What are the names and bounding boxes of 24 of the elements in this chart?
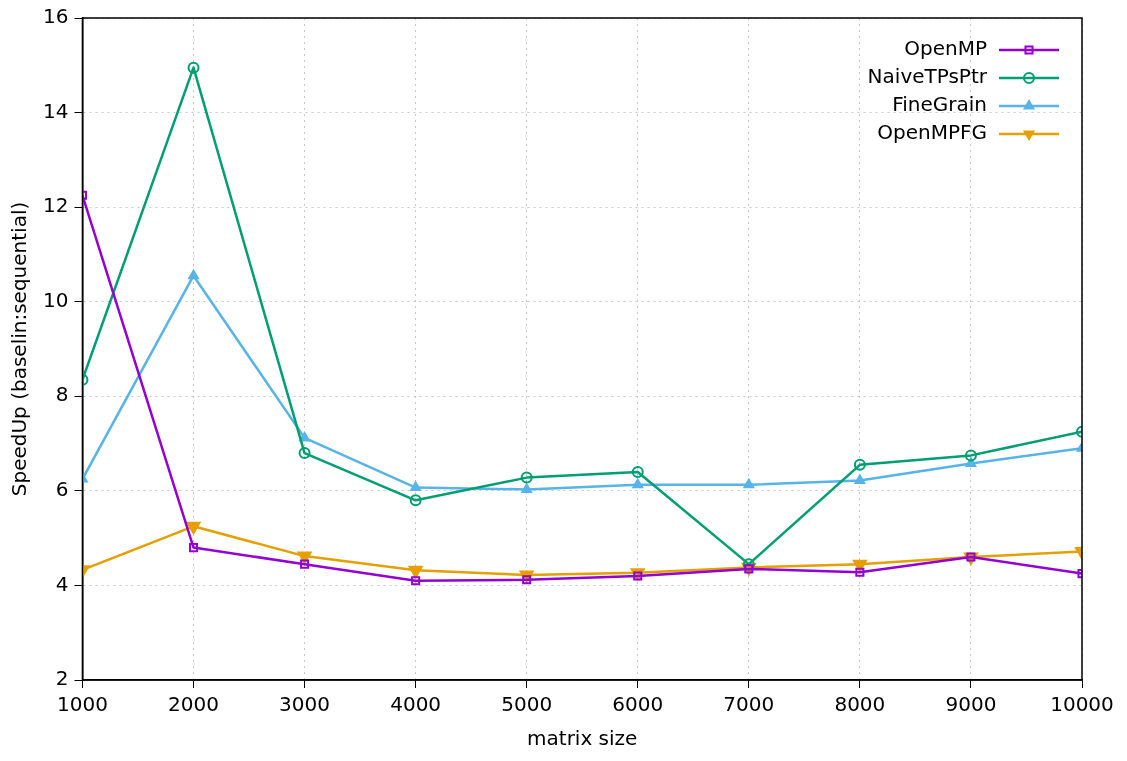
x-tick-label: 9000 bbox=[945, 692, 997, 717]
x-axis-title: matrix size bbox=[527, 726, 638, 751]
y-tick-label: 4 bbox=[55, 571, 69, 596]
y-tick-label: 14 bbox=[43, 98, 69, 123]
y-tick-label: 6 bbox=[55, 477, 69, 502]
legend-label: NaiveTPsPtr bbox=[867, 64, 988, 89]
x-tick-label: 5000 bbox=[501, 692, 553, 717]
legend-label: OpenMPFG bbox=[877, 120, 987, 145]
legend-label: OpenMP bbox=[904, 36, 987, 61]
x-tick-label: 3000 bbox=[279, 692, 331, 717]
x-tick-label: 4000 bbox=[390, 692, 442, 717]
legend-label: FineGrain bbox=[892, 92, 987, 117]
x-tick-label: 2000 bbox=[168, 692, 219, 717]
y-tick-label: 12 bbox=[43, 193, 69, 218]
y-axis-title: SpeedUp (baselin:sequential) bbox=[7, 201, 32, 497]
x-tick-label: 10000 bbox=[1050, 692, 1114, 717]
y-tick-label: 2 bbox=[55, 666, 69, 691]
y-tick-label: 8 bbox=[55, 382, 69, 407]
x-tick-label: 7000 bbox=[723, 692, 775, 717]
y-tick-label: 16 bbox=[43, 4, 69, 29]
x-tick-label: 6000 bbox=[612, 692, 664, 717]
x-tick-label: 8000 bbox=[834, 692, 886, 717]
y-tick-label: 10 bbox=[43, 287, 69, 312]
x-tick-label: 1000 bbox=[57, 692, 108, 717]
